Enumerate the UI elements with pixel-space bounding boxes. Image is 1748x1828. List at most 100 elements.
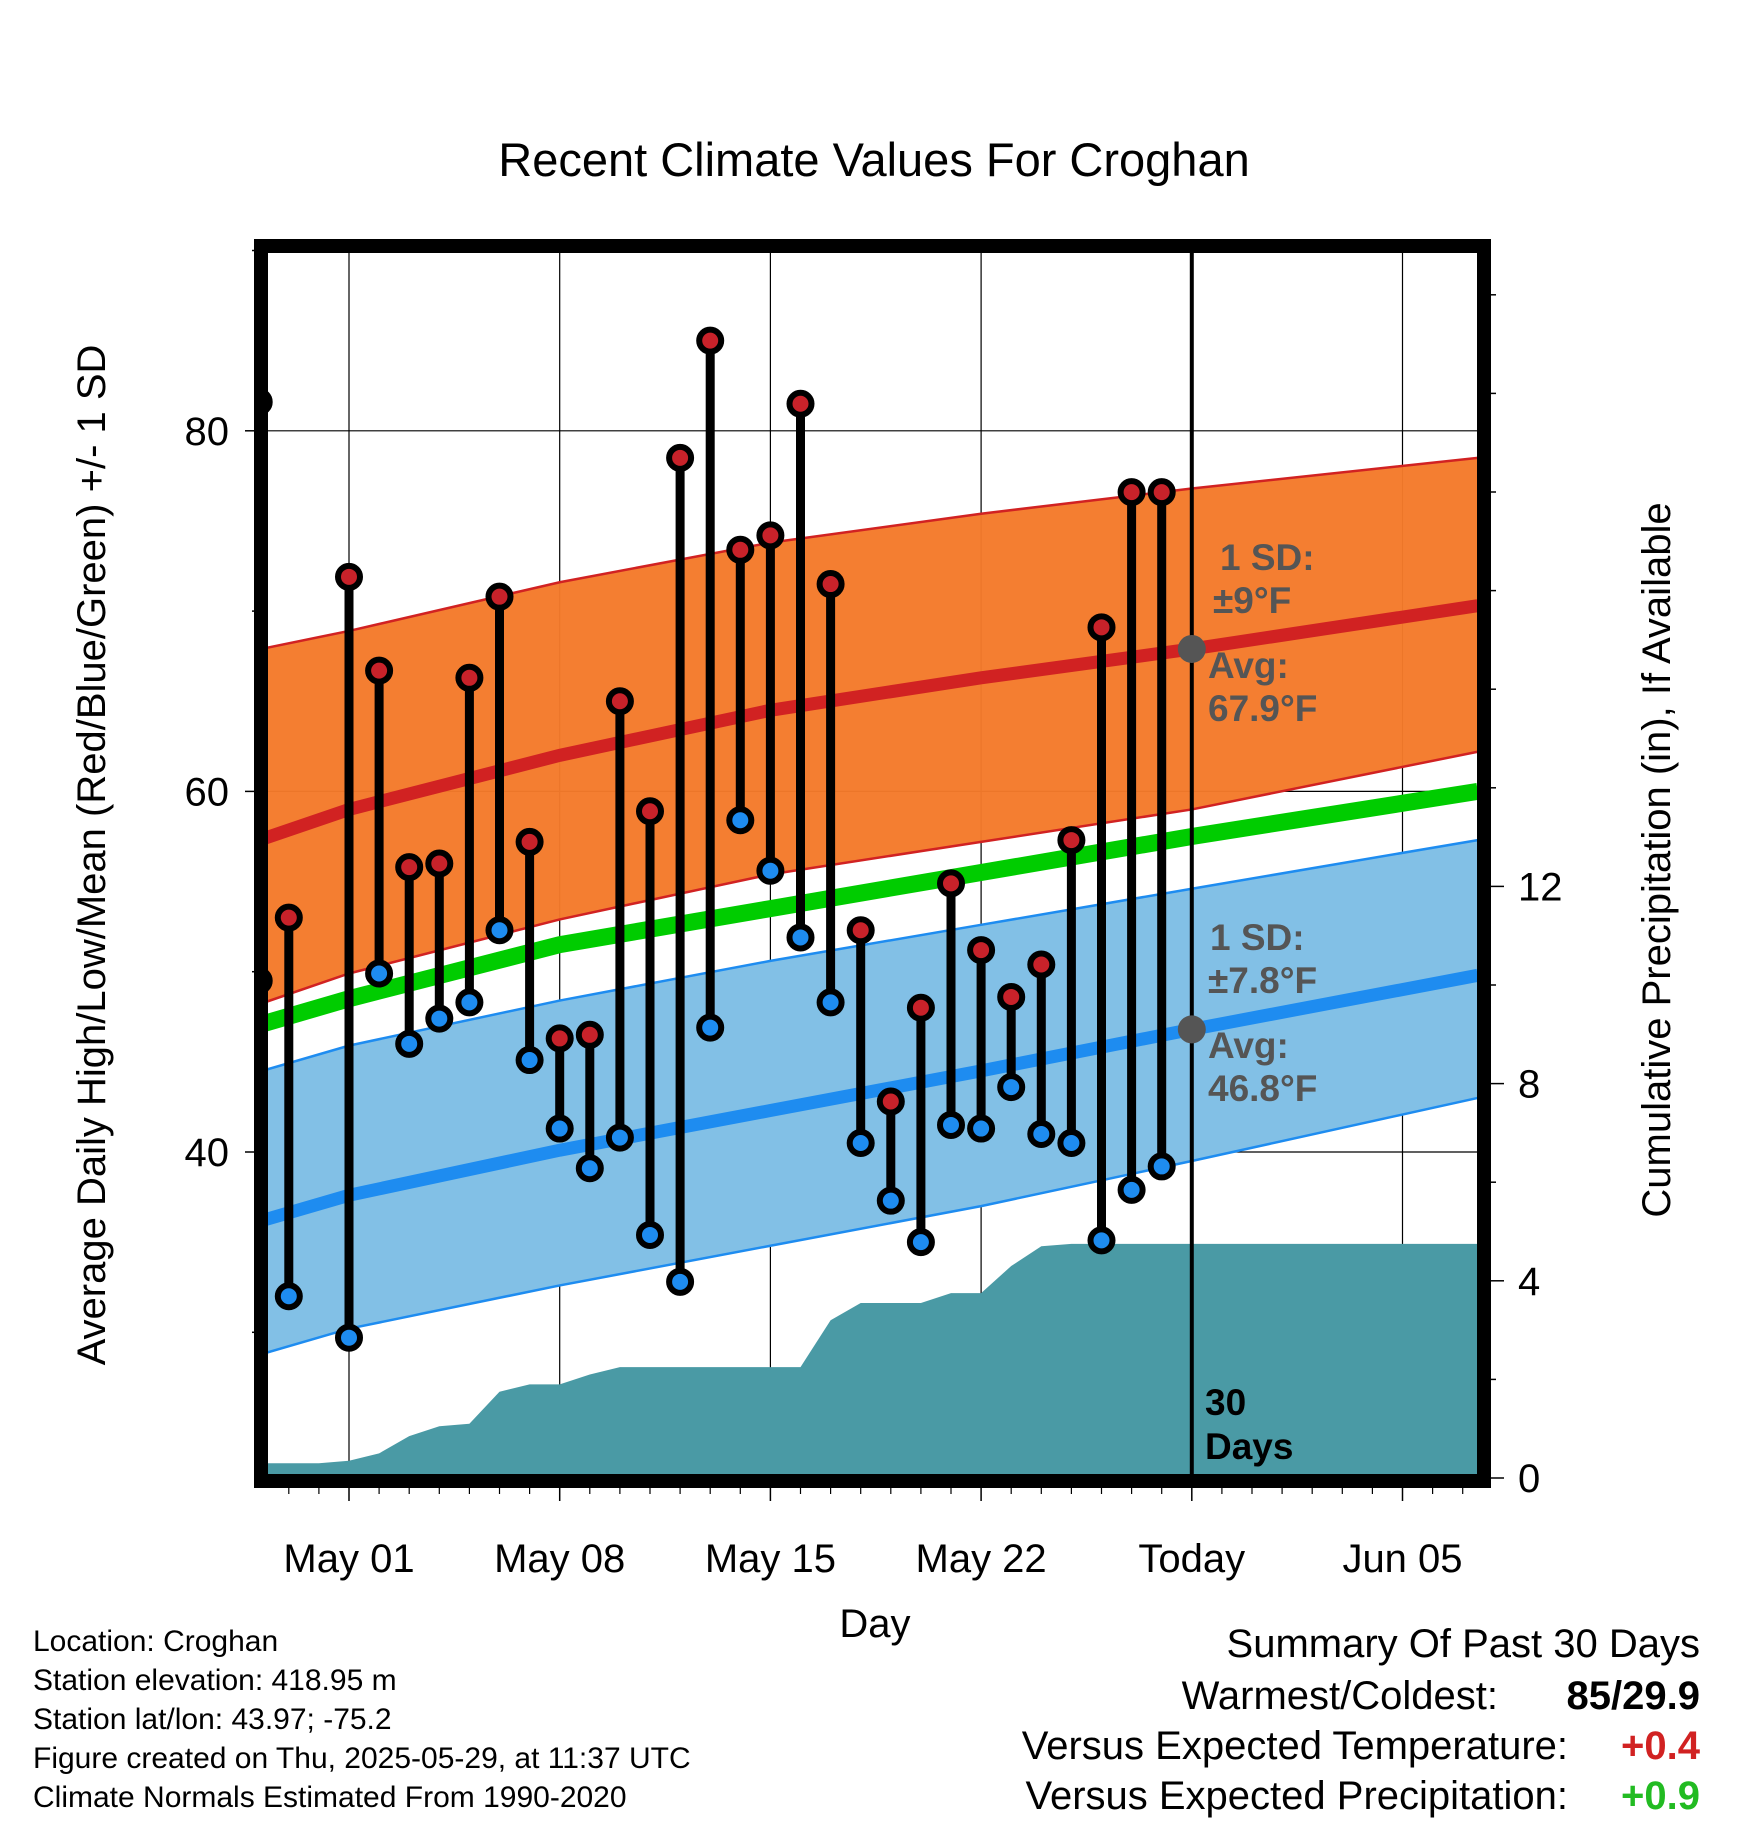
summary-temp-label: Versus Expected Temperature: — [1021, 1724, 1568, 1768]
daily-high-point — [846, 916, 875, 945]
footer-normals: Climate Normals Estimated From 1990-2020 — [33, 1781, 627, 1814]
daily-low-point — [1117, 1175, 1146, 1204]
daily-high-point — [726, 535, 755, 564]
daily-low-point — [997, 1073, 1026, 1102]
daily-high-point — [937, 869, 965, 898]
daily-high-point — [1027, 950, 1056, 979]
y-right-tick-label: 8 — [1518, 1063, 1540, 1107]
daily-low-point — [967, 1114, 996, 1143]
y-right-tick-label: 0 — [1518, 1457, 1540, 1501]
summary-precip-label: Versus Expected Precipitation: — [1025, 1774, 1568, 1818]
daily-high-point — [696, 326, 725, 355]
y-left-tick-label: 60 — [185, 770, 230, 814]
y-axis-right-label: Cumulative Precipitation (in), If Availa… — [1635, 502, 1679, 1217]
x-tick-label: Today — [1138, 1537, 1245, 1581]
daily-low-point — [605, 1123, 634, 1152]
high-sd-label: 1 SD: — [1220, 537, 1315, 578]
daily-high-point — [636, 797, 664, 826]
daily-high-point — [906, 993, 935, 1022]
daily-low-point — [906, 1228, 935, 1257]
daily-low-point — [425, 1004, 454, 1033]
daily-low-point — [876, 1186, 905, 1215]
daily-low-point — [365, 959, 394, 988]
x-tick-label: May 08 — [494, 1537, 625, 1581]
y-left-tick-label: 40 — [185, 1131, 230, 1175]
daily-high-point — [455, 663, 484, 692]
daily-high-point — [1057, 826, 1086, 855]
daily-high-point — [756, 521, 785, 550]
daily-high-point — [666, 443, 695, 472]
footer-latlon: Station lat/lon: 43.97; -75.2 — [33, 1703, 392, 1736]
daily-high-point — [274, 903, 303, 932]
daily-low-point — [636, 1220, 664, 1249]
daily-high-point — [1087, 613, 1116, 642]
daily-low-point — [786, 923, 815, 952]
today-low-avg-marker — [1177, 1015, 1206, 1044]
daily-low-point — [545, 1114, 574, 1143]
y-axis-left-label: Average Daily High/Low/Mean (Red/Blue/Gr… — [70, 345, 114, 1366]
daily-low-point — [1027, 1119, 1056, 1148]
x-tick-label: Jun 05 — [1342, 1537, 1462, 1581]
high-sd-value: ±9°F — [1213, 580, 1291, 621]
daily-high-point — [786, 389, 815, 418]
x-tick-label: May 22 — [916, 1537, 1047, 1581]
daily-high-point — [997, 982, 1026, 1011]
daily-high-point — [1147, 478, 1176, 507]
summary-title: Summary Of Past 30 Days — [1226, 1622, 1700, 1666]
daily-high-point — [485, 582, 514, 611]
high-avg-value: 67.9°F — [1208, 688, 1317, 729]
daily-low-point — [395, 1029, 424, 1058]
low-sd-label: 1 SD: — [1210, 917, 1305, 958]
low-sd-value: ±7.8°F — [1208, 960, 1317, 1001]
daily-low-point — [756, 856, 785, 885]
daily-low-point — [1147, 1152, 1176, 1181]
low-avg-label: Avg: — [1208, 1025, 1289, 1066]
footer-elevation: Station elevation: 418.95 m — [33, 1664, 397, 1697]
daily-low-point — [816, 988, 845, 1017]
daily-low-point — [1057, 1128, 1086, 1157]
footer-location: Location: Croghan — [33, 1625, 279, 1658]
daily-low-point — [666, 1267, 695, 1296]
summary-temp-value: +0.4 — [1621, 1724, 1700, 1768]
y-right-tick-label: 12 — [1518, 865, 1563, 909]
daily-high-point — [425, 849, 454, 878]
daily-high-point — [1117, 478, 1146, 507]
daily-low-point — [575, 1154, 604, 1183]
low-avg-value: 46.8°F — [1208, 1068, 1317, 1109]
normal-high-band — [261, 457, 1478, 1004]
daily-high-point — [575, 1020, 604, 1049]
daily-high-point — [967, 936, 996, 965]
high-avg-label: Avg: — [1208, 645, 1289, 686]
daily-low-point — [485, 916, 514, 945]
today-days-number: 30 — [1205, 1382, 1246, 1423]
x-tick-label: May 15 — [705, 1537, 836, 1581]
today-high-avg-marker — [1177, 634, 1206, 663]
footer-created: Figure created on Thu, 2025-05-29, at 11… — [33, 1742, 691, 1775]
chart-title: Recent Climate Values For Croghan — [498, 133, 1249, 186]
y-right-tick-label: 4 — [1518, 1260, 1540, 1304]
daily-low-point — [335, 1323, 363, 1352]
daily-low-point — [274, 1282, 303, 1311]
today-days-label: Days — [1205, 1426, 1293, 1467]
daily-high-point — [876, 1087, 905, 1116]
x-tick-label: May 01 — [283, 1537, 414, 1581]
daily-high-point — [395, 853, 424, 882]
daily-low-point — [937, 1110, 965, 1139]
plot-frame — [254, 239, 1491, 1488]
daily-low-point — [515, 1046, 544, 1075]
daily-high-point — [545, 1024, 574, 1053]
daily-high-point — [365, 656, 394, 685]
daily-low-point — [455, 988, 484, 1017]
y-left-tick-label: 80 — [185, 410, 230, 454]
summary-precip-value: +0.9 — [1621, 1774, 1700, 1818]
daily-high-point — [335, 562, 363, 591]
daily-high-point — [816, 570, 845, 599]
daily-high-point — [605, 687, 634, 716]
daily-low-point — [846, 1128, 875, 1157]
summary-warm-cold-value: 85/29.9 — [1566, 1674, 1700, 1718]
daily-low-point — [1087, 1226, 1116, 1255]
daily-low-point — [726, 806, 755, 835]
